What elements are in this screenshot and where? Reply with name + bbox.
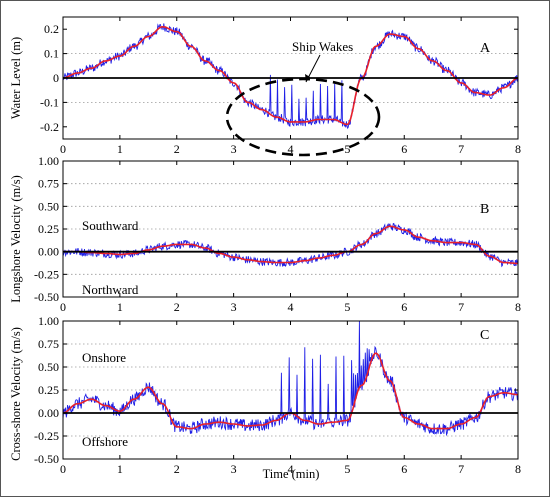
southward-label: Southward bbox=[82, 218, 139, 233]
panel-c-x-tick-label: 2 bbox=[174, 462, 180, 476]
offshore-label: Offshore bbox=[82, 434, 128, 449]
panel-a-x-tick-label: 2 bbox=[174, 142, 180, 156]
panel-c-x-tick-label: 1 bbox=[117, 462, 123, 476]
onshore-label: Onshore bbox=[82, 350, 126, 365]
panel-b-y-tick-label: 0.50 bbox=[38, 199, 59, 213]
panel-c-y-tick-label: 0.00 bbox=[38, 406, 59, 420]
panel-b-ylabel: Longshore Velocity (m/s) bbox=[9, 175, 23, 303]
panel-a-x-tick-label: 8 bbox=[515, 142, 521, 156]
panel-a-x-tick-label: 6 bbox=[401, 142, 407, 156]
panel-b-x-tick-label: 7 bbox=[458, 300, 464, 314]
panel-a-smoothed-series bbox=[62, 26, 519, 126]
panel-c-y-tick-label: 1.00 bbox=[38, 314, 59, 328]
panel-a-x-tick-label: 5 bbox=[344, 142, 350, 156]
panel-b: Longshore Velocity (m/s) 0 1 2 3 4 5 6 7 8 -0.50 -… bbox=[9, 154, 521, 314]
panel-b-x-tick-label: 2 bbox=[174, 300, 180, 314]
panel-a-x-tick-label: 3 bbox=[231, 142, 237, 156]
panel-a: Water Level (m) 0 1 2 3 4 5 6 7 8 -0.2 -0.1 0 0.1 0.2… bbox=[9, 16, 521, 157]
panel-b-y-tick-label: 1.00 bbox=[38, 154, 59, 168]
panel-b-y-tick-label: -0.25 bbox=[34, 267, 59, 281]
panel-c-y-tick-label: -0.50 bbox=[34, 452, 59, 466]
panel-c-y-tick-label: 0.75 bbox=[38, 337, 59, 351]
panel-b-x-tick-label: 0 bbox=[60, 300, 66, 314]
panel-a-x-tick-label: 1 bbox=[117, 142, 123, 156]
panel-b-x-tick-label: 8 bbox=[515, 300, 521, 314]
panel-a-letter: A bbox=[480, 41, 491, 56]
panel-a-y-tick-label: 0 bbox=[53, 71, 59, 85]
panel-c-y-tick-label: 0.25 bbox=[38, 383, 59, 397]
panel-b-letter: B bbox=[480, 202, 489, 217]
panel-a-y-tick-label: 0.2 bbox=[44, 22, 59, 36]
panel-b-y-tick-label: 0.25 bbox=[38, 222, 59, 236]
panel-c-letter: C bbox=[480, 328, 489, 343]
panel-a-ylabel: Water Level (m) bbox=[9, 37, 23, 119]
panel-c-raw-series bbox=[62, 320, 519, 437]
panel-c-x-tick-label: 0 bbox=[60, 462, 66, 476]
panel-b-x-tick-label: 5 bbox=[344, 300, 350, 314]
panel-a-x-tick-label: 4 bbox=[288, 142, 294, 156]
northward-label: Northward bbox=[82, 282, 139, 297]
ship-wakes-ellipse bbox=[225, 77, 381, 157]
panel-b-x-tick-label: 6 bbox=[401, 300, 407, 314]
panel-c-ylabel: Cross-shore Velocity (m/s) bbox=[9, 327, 23, 461]
panel-c-x-tick-label: 8 bbox=[515, 462, 521, 476]
panel-c-x-tick-label: 7 bbox=[458, 462, 464, 476]
panel-b-y-tick-label: -0.50 bbox=[34, 290, 59, 304]
panel-b-x-tick-label: 4 bbox=[288, 300, 294, 314]
ship-wakes-label: Ship Wakes bbox=[292, 39, 353, 54]
panel-c: Cross-shore Velocity (m/s) Time (min) 0 1… bbox=[9, 314, 521, 481]
panel-c-y-tick-label: 0.50 bbox=[38, 360, 59, 374]
panel-c-y-tick-label: -0.25 bbox=[34, 429, 59, 443]
panel-c-x-tick-label: 5 bbox=[344, 462, 350, 476]
panel-b-x-tick-label: 3 bbox=[231, 300, 237, 314]
panel-b-y-tick-label: 0.00 bbox=[38, 245, 59, 259]
panel-a-y-tick-label: -0.1 bbox=[40, 95, 59, 109]
panel-c-x-tick-label: 4 bbox=[288, 462, 294, 476]
panel-b-y-tick-label: 0.75 bbox=[38, 177, 59, 191]
panel-b-x-tick-label: 1 bbox=[117, 300, 123, 314]
panel-c-x-tick-label: 3 bbox=[231, 462, 237, 476]
panel-a-y-tick-label: -0.2 bbox=[40, 120, 59, 134]
panel-a-y-tick-label: 0.1 bbox=[44, 47, 59, 61]
x-axis-label: Time (min) bbox=[263, 467, 320, 481]
panel-a-x-tick-label: 7 bbox=[458, 142, 464, 156]
panel-a-x-tick-label: 0 bbox=[60, 142, 66, 156]
panel-c-x-tick-label: 6 bbox=[401, 462, 407, 476]
